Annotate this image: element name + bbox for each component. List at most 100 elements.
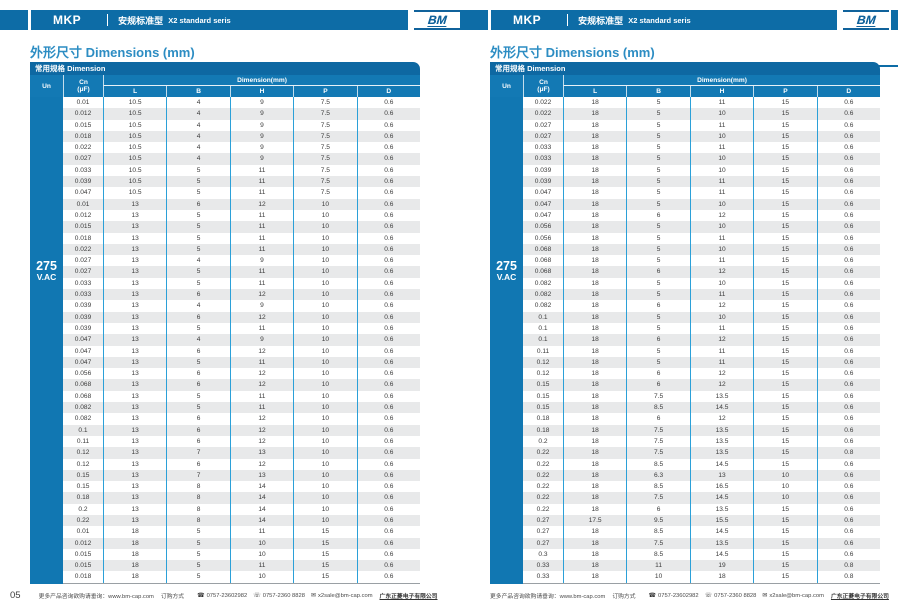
table-cell: 0.6 — [356, 198, 420, 210]
table-cell: 0.6 — [356, 526, 420, 538]
table-cell: 18 — [563, 322, 626, 335]
table-cell: 0.082 — [74, 415, 92, 423]
table-cell: 9 — [229, 119, 293, 131]
table-cell: 15 — [293, 560, 356, 572]
table-cell: 12 — [689, 368, 753, 380]
header-bar: MKP 安规标准型 X2 standard seris — [31, 10, 408, 30]
table-cell: 0.015 — [74, 562, 92, 570]
table-cell: 15 — [293, 548, 356, 561]
table-cell: 18 — [563, 424, 626, 436]
brand-logo-text: BM — [426, 12, 448, 27]
table-cell: 0.027 — [74, 268, 92, 276]
table-cell: 19 — [689, 560, 753, 572]
table-cell: 15 — [753, 232, 816, 244]
subtitle-cn: 安规标准型 — [578, 15, 624, 26]
table-cell: 13 — [103, 447, 166, 459]
table-cell: 0.6 — [816, 311, 880, 323]
table-cell: 5 — [626, 277, 689, 290]
table-cell: 4 — [166, 108, 229, 120]
table-cell: 15 — [293, 537, 356, 549]
column-header-cn-unit: (μF) — [77, 86, 90, 93]
table-cell: 0.33 — [536, 562, 550, 570]
table-cell: 0.047 — [534, 200, 552, 208]
column-header-b: B — [626, 86, 689, 97]
table-cell: 18 — [563, 492, 626, 504]
table-row: 0.022 10.5 4 9 7.5 0.6 — [63, 142, 420, 154]
table-cell: 0.6 — [816, 198, 880, 210]
table-cell: 15 — [753, 447, 816, 459]
table-cell: 5 — [166, 266, 229, 278]
table-cell: 18 — [563, 130, 626, 143]
table-cell: 18 — [563, 481, 626, 493]
table-cell: 0.056 — [74, 370, 92, 378]
table-cell: 5 — [166, 322, 229, 335]
table-cell: 0.022 — [74, 144, 92, 152]
voltage-unit: V.AC — [496, 272, 517, 282]
table-cell: 0.6 — [816, 435, 880, 448]
table-cell: 0.068 — [74, 381, 92, 389]
table-cell: 9 — [229, 153, 293, 165]
table-cell: 0.047 — [74, 347, 92, 355]
table-cell: 7.5 — [293, 176, 356, 188]
table-cell: 0.012 — [74, 211, 92, 219]
table-cell: 12 — [689, 413, 753, 425]
table-cell: 8 — [166, 503, 229, 515]
table-cell: 0.3 — [538, 550, 548, 558]
table-cell: 6 — [626, 503, 689, 515]
table-cell: 12 — [229, 289, 293, 301]
table-row: 0.068 18 5 10 15 0.6 — [523, 243, 880, 256]
table-row: 0.039 18 5 10 15 0.6 — [523, 164, 880, 177]
table-row: 0.27 17.5 9.5 15.5 15 0.6 — [523, 514, 880, 527]
table-cell: 12 — [229, 458, 293, 470]
table-cell: 0.6 — [816, 108, 880, 120]
table-cell: 7.5 — [626, 537, 689, 549]
table-cell: 0.6 — [816, 345, 880, 357]
table-cell: 9 — [229, 130, 293, 143]
table-cell: 0.6 — [356, 503, 420, 515]
table-cell: 15 — [753, 514, 816, 527]
table-cell: 12 — [229, 345, 293, 357]
table-cell: 6 — [166, 424, 229, 436]
table-cell: 0.6 — [816, 187, 880, 199]
table-cell: 6 — [626, 300, 689, 312]
table-cell: 18 — [563, 176, 626, 188]
table-cell: 5 — [166, 356, 229, 369]
dimensions-table: 常用规格 Dimension Un Cn (μF) Dimension(mm) … — [490, 62, 880, 584]
table-cell: 16.5 — [689, 481, 753, 493]
table-cell: 6 — [166, 198, 229, 210]
table-cell: 5 — [626, 97, 689, 109]
table-cell: 0.18 — [76, 494, 90, 502]
table-cell: 18 — [563, 232, 626, 244]
table-cell: 10 — [293, 503, 356, 515]
table-row: 0.056 13 6 12 10 0.6 — [63, 368, 420, 380]
table-cell: 5 — [626, 108, 689, 120]
table-cell: 18 — [563, 469, 626, 482]
table-cell: 5 — [166, 221, 229, 233]
table-cell: 0.039 — [534, 166, 552, 174]
table-row: 0.039 13 4 9 10 0.6 — [63, 300, 420, 312]
table-row: 0.2 13 8 14 10 0.6 — [63, 503, 420, 515]
table-cell: 0.047 — [74, 358, 92, 366]
table-cell: 9 — [229, 334, 293, 346]
table-row: 0.047 18 5 11 15 0.6 — [523, 187, 880, 199]
series-label: MKP — [53, 13, 82, 27]
table-cell: 11 — [229, 356, 293, 369]
table-row: 0.022 18 5 11 15 0.6 — [523, 97, 880, 109]
table-row: 0.033 18 5 10 15 0.6 — [523, 153, 880, 165]
table-cell: 6 — [166, 345, 229, 357]
table-cell: 15 — [753, 435, 816, 448]
table-row: 0.056 18 5 10 15 0.6 — [523, 221, 880, 233]
header-bar-stub-end — [891, 10, 898, 30]
table-header: Un Cn (μF) Dimension(mm) L B H P D — [490, 75, 880, 97]
brand-logo-text: BM — [855, 12, 877, 27]
table-cell: 0.082 — [534, 291, 552, 299]
column-header-cn: Cn (μF) — [523, 75, 563, 97]
table-cell: 0.027 — [74, 257, 92, 265]
table-cell: 0.6 — [816, 424, 880, 436]
table-cell: 12 — [229, 424, 293, 436]
table-cell: 5 — [626, 356, 689, 369]
table-cell: 0.6 — [356, 548, 420, 561]
table-row: 0.022 13 5 11 10 0.6 — [63, 243, 420, 256]
table-cell: 5 — [626, 311, 689, 323]
table-cell: 11 — [689, 187, 753, 199]
